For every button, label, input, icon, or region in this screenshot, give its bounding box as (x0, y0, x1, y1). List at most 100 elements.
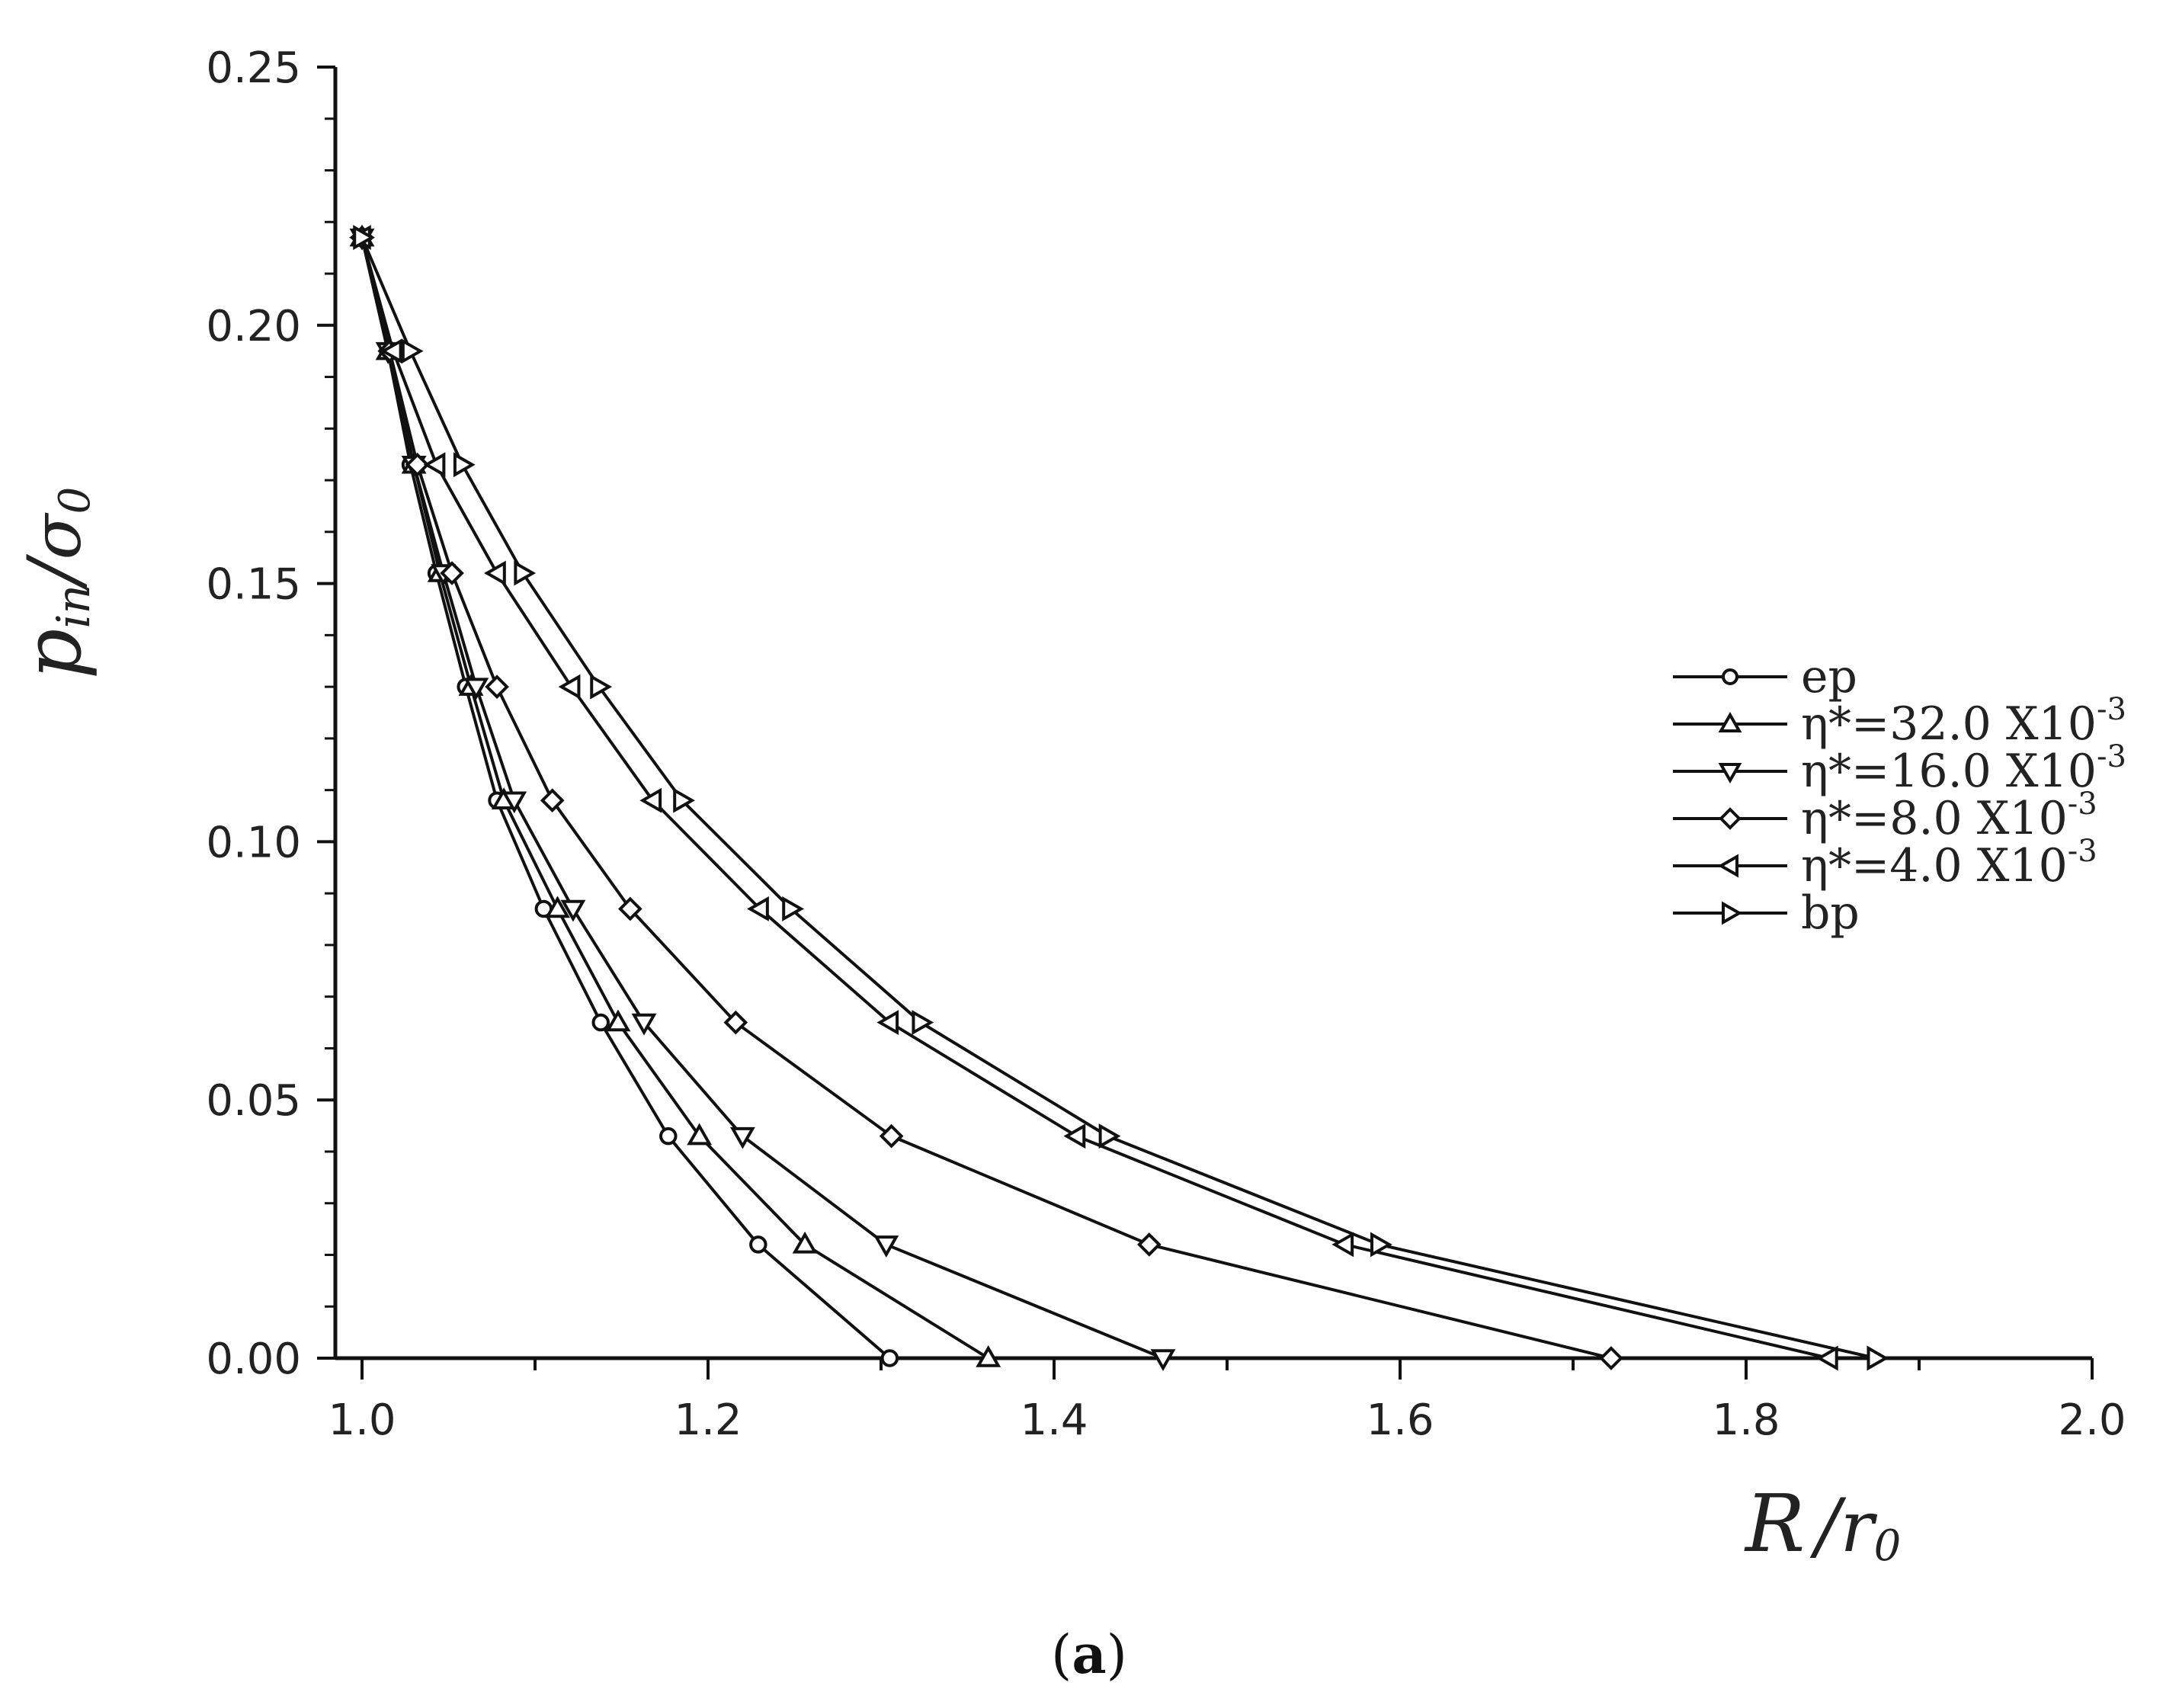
legend-label-main: η*=32.0 X10 (1801, 697, 2097, 751)
data-point (1370, 1232, 1392, 1258)
data-point (687, 1123, 713, 1146)
x-title-r: r (1841, 1486, 1878, 1568)
data-point (792, 1231, 818, 1254)
x-ticks: 1.0 1.2 1.4 1.6 1.8 2.0 (328, 1358, 2126, 1445)
x-axis-title: R/r0 (1744, 1477, 1901, 1571)
x-title-base: R (1744, 1477, 1805, 1570)
y-tick-label: 0.00 (206, 1335, 301, 1384)
series-5 (353, 225, 1889, 1371)
legend-label: η*=4.0 X10-3 (1801, 834, 2097, 892)
data-point (1098, 1123, 1121, 1149)
series-line (360, 237, 1164, 1360)
x-tick-label: 1.8 (1712, 1396, 1780, 1445)
data-point (659, 1126, 678, 1146)
x-tick-label: 1.2 (674, 1396, 742, 1445)
data-point (405, 452, 430, 477)
series-3 (350, 225, 1623, 1370)
data-point (1331, 1232, 1354, 1258)
x-tick-label: 1.0 (328, 1396, 396, 1445)
series-line (360, 236, 1876, 1360)
series-group (348, 224, 1889, 1372)
y-axis-title: pin/σ0 (6, 487, 101, 679)
data-point (673, 787, 695, 813)
data-point (485, 675, 509, 699)
data-point (1137, 1232, 1162, 1257)
data-point (880, 1349, 899, 1367)
data-point (912, 1010, 934, 1036)
data-point (873, 1235, 899, 1258)
y-ticks: 0.00 0.05 0.10 0.15 0.20 0.25 (206, 43, 335, 1384)
legend-label-main: ep (1801, 650, 1857, 703)
data-point (591, 1013, 610, 1032)
legend-label-exponent: -3 (2097, 692, 2126, 727)
data-point (747, 896, 769, 921)
data-point (1722, 668, 1738, 685)
y-tick-label: 0.15 (206, 560, 301, 610)
series-2 (349, 228, 1176, 1372)
data-point (484, 560, 506, 586)
legend-entry: η*=32.0 X10-3 (1673, 692, 2126, 751)
data-point (501, 791, 527, 814)
data-point (879, 1123, 904, 1149)
data-point (1150, 1349, 1176, 1372)
legend-entry: η*=8.0 X10-3 (1673, 787, 2097, 845)
data-point (440, 561, 464, 585)
data-point (1815, 1345, 1838, 1371)
x-tick-label: 2.0 (2058, 1396, 2126, 1445)
x-tick-label: 1.6 (1366, 1396, 1434, 1445)
data-point (1722, 901, 1743, 925)
data-point (463, 678, 489, 700)
legend-entry: η*=4.0 X10-3 (1673, 834, 2097, 892)
legend-label-main: η*=8.0 X10 (1801, 792, 2068, 845)
x-title-r-sub: 0 (1874, 1521, 1902, 1571)
data-point (605, 1009, 631, 1032)
y-tick-label: 0.10 (206, 818, 301, 867)
data-point (1717, 854, 1738, 878)
y-title-base: p (6, 629, 99, 680)
data-point (545, 896, 570, 918)
series-line (360, 237, 1830, 1360)
data-point (1718, 763, 1742, 784)
legend-entry: bp (1673, 886, 1860, 940)
legend-entry: η*=16.0 X10-3 (1673, 739, 2126, 798)
data-point (1599, 1346, 1623, 1370)
data-point (380, 338, 402, 364)
data-point (1867, 1345, 1889, 1371)
data-point (639, 787, 662, 813)
legend-label: ep (1801, 650, 1857, 703)
data-point (423, 452, 446, 478)
data-point (1063, 1123, 1086, 1149)
data-point (618, 896, 642, 921)
legend: epη*=32.0 X10-3η*=16.0 X10-3η*=8.0 X10-3… (1673, 650, 2126, 940)
series-line (360, 237, 891, 1360)
legend-label: bp (1801, 886, 1860, 940)
plot-area (333, 67, 2092, 1360)
data-point (401, 338, 424, 364)
series-0 (353, 228, 899, 1367)
y-title-sigma-sub: 0 (50, 487, 100, 514)
data-point (514, 560, 537, 586)
data-point (560, 899, 586, 922)
legend-label-exponent: -3 (2068, 834, 2097, 869)
data-point (729, 1126, 755, 1149)
legend-label: η*=16.0 X10-3 (1801, 739, 2126, 798)
data-point (631, 1013, 657, 1036)
series-4 (348, 225, 1838, 1371)
data-point (558, 674, 581, 700)
data-point (876, 1010, 899, 1036)
caption-close: ) (1107, 1623, 1127, 1686)
data-point (1719, 807, 1742, 830)
data-point (353, 225, 376, 251)
y-tick-label: 0.25 (206, 43, 301, 93)
data-point (590, 674, 613, 700)
y-tick-label: 0.05 (206, 1076, 301, 1126)
y-tick-label: 0.20 (206, 302, 301, 351)
caption-open: ( (1051, 1623, 1072, 1686)
data-point (782, 896, 804, 921)
legend-label-main: η*=16.0 X10 (1801, 745, 2097, 798)
legend-entry: ep (1673, 650, 1857, 703)
legend-label: η*=8.0 X10-3 (1801, 787, 2097, 845)
legend-label: η*=32.0 X10-3 (1801, 692, 2126, 751)
data-point (540, 788, 565, 813)
